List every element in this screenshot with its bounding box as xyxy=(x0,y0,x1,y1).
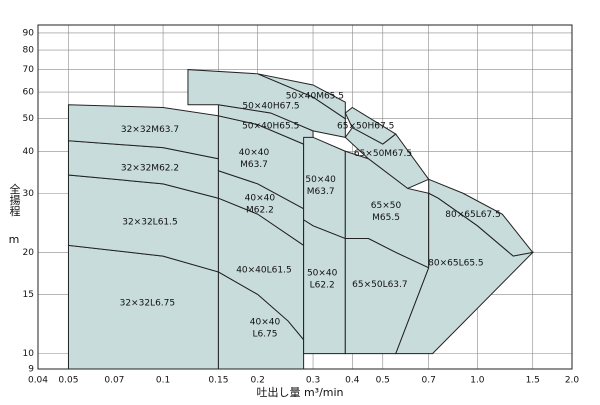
x-tick-label: 0.05 xyxy=(58,376,78,386)
y-tick-label: 70 xyxy=(23,65,35,75)
regions xyxy=(67,69,535,370)
y-tick-label: 10 xyxy=(23,349,35,359)
y-tick-label: 40 xyxy=(23,147,35,157)
region-label: 65×50H67.5 xyxy=(337,121,394,131)
x-tick-label: 1.0 xyxy=(470,376,485,386)
region-label: 65×50 M65.5 xyxy=(371,201,402,223)
x-tick-label: 0.4 xyxy=(345,376,360,386)
region-label: 65×50M67.5 xyxy=(354,148,412,158)
y-tick-label: 90 xyxy=(23,28,35,38)
x-tick-label: 0.5 xyxy=(376,376,390,386)
x-tick-label: 0.2 xyxy=(251,376,265,386)
x-axis-label: 吐出し量 m³/min xyxy=(256,385,343,399)
y-tick-label: 50 xyxy=(23,114,35,124)
region-label: 80×65L67.5 xyxy=(445,210,501,220)
x-tick-label: 0.15 xyxy=(208,376,228,386)
region-label: 50×40H65.5 xyxy=(242,121,299,131)
region-label: 65×50L63.7 xyxy=(352,280,408,290)
x-tick-label: 2.0 xyxy=(565,376,580,386)
x-tick-label: 0.04 xyxy=(28,376,48,386)
region xyxy=(257,73,346,120)
region-label: 50×40M65.5 xyxy=(286,91,344,101)
region-label: 32×32M62.2 xyxy=(121,163,179,173)
region-label: 32×32M63.7 xyxy=(121,125,179,135)
x-tick-label: 0.3 xyxy=(306,376,320,386)
y-tick-label: 30 xyxy=(23,189,35,199)
region-label: 50×40 M63.7 xyxy=(305,175,336,197)
region-label: 50×40H67.5 xyxy=(242,101,299,111)
y-axis-unit: m xyxy=(9,233,20,246)
x-tick-label: 0.1 xyxy=(156,376,170,386)
region xyxy=(395,192,535,355)
y-tick-label: 15 xyxy=(23,290,34,300)
x-tick-label: 0.7 xyxy=(422,376,436,386)
region-label: 40×40 M63.7 xyxy=(239,148,270,170)
y-axis-label: 全揚程 xyxy=(8,182,21,217)
region-label: 40×40 L6.75 xyxy=(250,317,281,339)
y-tick-label: 60 xyxy=(23,88,35,98)
region-label: 40×40L61.5 xyxy=(236,265,292,275)
region-label: 50×40 L62.2 xyxy=(307,268,338,290)
x-tick-label: 1.5 xyxy=(526,376,540,386)
region-label: 40×40 M62.2 xyxy=(245,193,276,215)
region-label: 32×32L6.75 xyxy=(120,298,176,308)
region-label: 80×65L65.5 xyxy=(428,258,484,268)
y-tick-label: 9 xyxy=(28,365,34,375)
x-tick-label: 0.07 xyxy=(104,376,124,386)
region-label: 32×32L61.5 xyxy=(122,217,178,227)
plot-frame xyxy=(37,24,573,370)
region xyxy=(187,69,346,138)
y-tick-label: 80 xyxy=(23,46,35,56)
y-tick-label: 20 xyxy=(23,248,35,258)
